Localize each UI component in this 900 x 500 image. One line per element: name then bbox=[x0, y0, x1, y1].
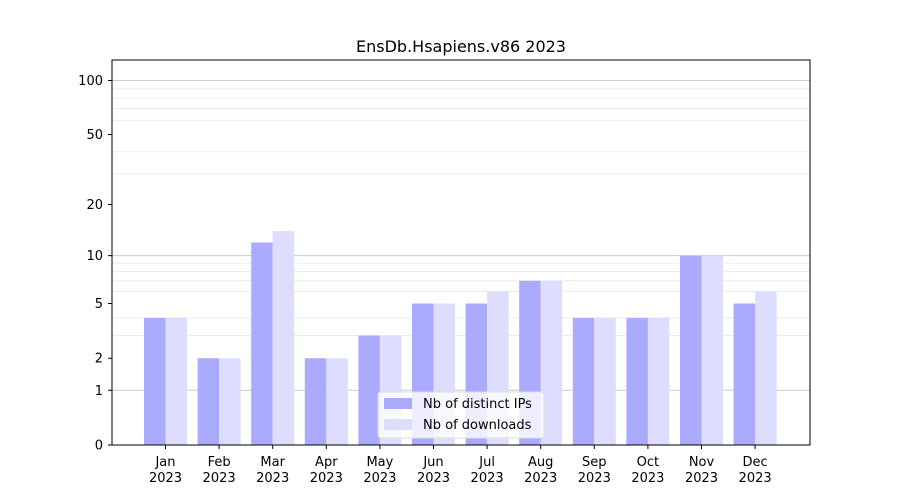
legend-label: Nb of distinct IPs bbox=[423, 397, 532, 412]
x-tick-label-year: 2023 bbox=[524, 471, 557, 486]
x-tick-label-month: Dec bbox=[743, 455, 768, 470]
x-tick-label-month: Jan bbox=[154, 455, 175, 470]
x-tick-label-year: 2023 bbox=[310, 471, 343, 486]
x-tick-label-year: 2023 bbox=[256, 471, 289, 486]
y-axis: 0 1 2 5 10 20 50 100 bbox=[78, 74, 112, 454]
bar-ips bbox=[626, 317, 648, 445]
x-tick-label-year: 2023 bbox=[471, 471, 504, 486]
x-tick-label-month: Mar bbox=[260, 455, 285, 470]
y-tick-label: 100 bbox=[78, 74, 103, 89]
x-tick-label-month: Apr bbox=[315, 455, 338, 470]
bar-ips bbox=[572, 317, 595, 445]
x-tick-label-year: 2023 bbox=[149, 471, 182, 486]
y-tick-label: 2 bbox=[95, 352, 103, 367]
bar-downloads bbox=[272, 231, 295, 445]
y-tick-label: 10 bbox=[86, 249, 103, 264]
legend-swatch bbox=[384, 398, 412, 409]
chart-title: EnsDb.Hsapiens.v86 2023 bbox=[356, 37, 566, 56]
bar-downloads bbox=[755, 291, 777, 445]
y-tick-label: 1 bbox=[95, 384, 103, 399]
bar-ips bbox=[680, 255, 702, 445]
bar-downloads bbox=[540, 280, 563, 445]
x-tick-label-year: 2023 bbox=[578, 471, 611, 486]
y-tick-label: 0 bbox=[95, 439, 103, 454]
bar-downloads bbox=[647, 317, 670, 445]
bar-ips bbox=[733, 303, 756, 445]
x-tick-label-year: 2023 bbox=[739, 471, 772, 486]
bar-ips bbox=[144, 317, 166, 445]
legend: Nb of distinct IPs Nb of downloads bbox=[377, 391, 545, 439]
y-tick-label: 5 bbox=[95, 297, 103, 312]
bar-downloads bbox=[165, 317, 187, 445]
x-tick-label-month: Feb bbox=[208, 455, 231, 470]
y-tick-label: 20 bbox=[86, 198, 103, 213]
bar-downloads bbox=[594, 317, 616, 445]
legend-swatch bbox=[384, 419, 412, 430]
x-tick-label-month: Oct bbox=[637, 455, 659, 470]
legend-label: Nb of downloads bbox=[423, 418, 532, 433]
bar-downloads bbox=[326, 358, 348, 445]
x-tick-label-month: Jul bbox=[478, 455, 495, 470]
bar-ips bbox=[197, 358, 220, 445]
bar-ips bbox=[251, 242, 273, 445]
x-tick-label-month: Sep bbox=[582, 455, 607, 470]
plot-frame bbox=[111, 59, 811, 446]
x-tick-label-year: 2023 bbox=[685, 471, 718, 486]
legend-box bbox=[377, 391, 545, 439]
x-tick-label-year: 2023 bbox=[417, 471, 450, 486]
bar-downloads bbox=[701, 255, 723, 445]
bar-ips bbox=[304, 358, 327, 445]
bar-ips bbox=[358, 335, 380, 445]
x-tick-label-year: 2023 bbox=[203, 471, 236, 486]
x-tick-label-year: 2023 bbox=[363, 471, 396, 486]
x-tick-label-month: Jun bbox=[422, 455, 443, 470]
x-tick-label-year: 2023 bbox=[631, 471, 664, 486]
x-axis: Jan2023Feb2023Mar2023Apr2023May2023Jun20… bbox=[149, 445, 772, 486]
bar-downloads bbox=[219, 358, 241, 445]
y-tick-label: 50 bbox=[86, 128, 103, 143]
x-tick-label-month: May bbox=[366, 455, 393, 470]
x-tick-label-month: Aug bbox=[528, 455, 553, 470]
x-tick-label-month: Nov bbox=[689, 455, 715, 470]
